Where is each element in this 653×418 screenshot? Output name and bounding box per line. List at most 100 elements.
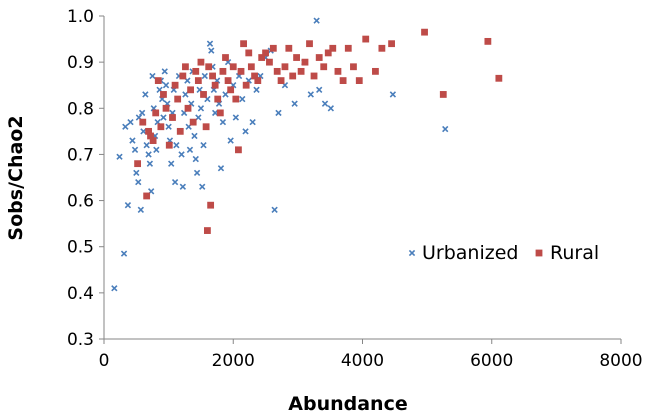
point-urbanized bbox=[192, 155, 199, 163]
point-urbanized bbox=[239, 95, 246, 103]
point-rural bbox=[189, 118, 197, 126]
x-stroke bbox=[197, 105, 205, 112]
point-rural bbox=[242, 81, 250, 89]
x-stroke bbox=[208, 47, 215, 54]
x-stroke bbox=[146, 160, 154, 167]
x-stroke bbox=[156, 86, 163, 93]
x-stroke bbox=[124, 202, 132, 209]
point-rural bbox=[254, 77, 262, 84]
x-stroke bbox=[127, 118, 134, 126]
point-rural bbox=[324, 49, 332, 57]
point-rural bbox=[227, 86, 235, 94]
point-urbanized bbox=[271, 206, 278, 213]
x-stroke bbox=[389, 91, 397, 98]
point-rural bbox=[229, 63, 237, 71]
x-stroke bbox=[217, 165, 225, 172]
point-urbanized bbox=[275, 109, 282, 117]
point-rural bbox=[251, 72, 258, 80]
x-stroke bbox=[162, 82, 170, 89]
x-stroke bbox=[249, 118, 256, 126]
point-urbanized bbox=[200, 142, 207, 149]
point-rural bbox=[154, 77, 162, 84]
x-stroke bbox=[178, 151, 185, 158]
point-urbanized bbox=[442, 125, 449, 133]
point-rural bbox=[216, 109, 224, 117]
point-urbanized bbox=[122, 123, 129, 130]
x-stroke bbox=[120, 250, 128, 257]
x-stroke bbox=[227, 137, 234, 144]
x-stroke bbox=[137, 206, 145, 213]
x-stroke bbox=[179, 183, 187, 190]
point-rural bbox=[310, 72, 318, 80]
point-urbanized bbox=[171, 178, 179, 186]
point-urbanized bbox=[178, 151, 185, 158]
point-rural bbox=[184, 104, 192, 112]
data-points bbox=[111, 17, 503, 292]
legend-marker-rural bbox=[535, 249, 543, 257]
point-urbanized bbox=[116, 153, 123, 160]
point-urbanized bbox=[149, 72, 156, 80]
point-urbanized bbox=[153, 146, 160, 153]
x-stroke bbox=[201, 72, 208, 80]
point-rural bbox=[139, 118, 147, 126]
x-stroke bbox=[196, 86, 203, 93]
x-tick-label: 0 bbox=[99, 351, 110, 371]
legend-label-rural: Rural bbox=[550, 242, 599, 264]
x-stroke bbox=[232, 114, 240, 121]
x-stroke bbox=[182, 91, 189, 98]
point-urbanized bbox=[197, 105, 205, 112]
x-stroke bbox=[154, 118, 161, 126]
point-urbanized bbox=[201, 72, 208, 80]
point-rural bbox=[293, 54, 300, 61]
point-rural bbox=[224, 77, 232, 84]
point-rural bbox=[388, 40, 395, 48]
point-rural bbox=[182, 63, 189, 71]
x-tick-label: 4000 bbox=[341, 351, 384, 371]
x-stroke bbox=[239, 95, 246, 103]
point-rural bbox=[219, 67, 227, 75]
point-rural bbox=[211, 81, 219, 89]
x-stroke bbox=[192, 155, 199, 163]
point-rural bbox=[315, 54, 323, 61]
point-urbanized bbox=[135, 178, 142, 186]
x-stroke bbox=[165, 123, 172, 130]
point-rural bbox=[134, 160, 142, 168]
y-axis-title: Sobs/Chao2 bbox=[5, 115, 27, 240]
legend-symbol-rural bbox=[535, 249, 543, 257]
point-rural bbox=[301, 58, 309, 66]
x-stroke bbox=[291, 100, 298, 107]
point-rural bbox=[344, 44, 352, 52]
x-stroke bbox=[142, 91, 149, 98]
point-urbanized bbox=[191, 132, 198, 140]
x-stroke bbox=[307, 91, 314, 98]
point-rural bbox=[194, 77, 202, 84]
point-urbanized bbox=[145, 151, 152, 158]
point-rural bbox=[147, 132, 154, 140]
x-stroke bbox=[275, 109, 282, 117]
point-rural bbox=[160, 91, 167, 98]
point-rural bbox=[187, 86, 194, 94]
x-stroke bbox=[442, 125, 449, 133]
point-rural bbox=[202, 123, 210, 131]
point-urbanized bbox=[127, 118, 134, 126]
point-rural bbox=[334, 67, 342, 75]
x-axis-ticks: 0 2000 4000 6000 8000 bbox=[99, 339, 643, 371]
x-stroke bbox=[116, 153, 123, 160]
point-rural bbox=[169, 114, 176, 121]
point-rural bbox=[421, 28, 428, 36]
legend-marker-urbanized bbox=[408, 249, 416, 257]
point-rural bbox=[209, 72, 216, 80]
point-rural bbox=[157, 123, 165, 131]
x-stroke bbox=[211, 109, 219, 117]
x-tick-label: 2000 bbox=[212, 351, 255, 371]
point-rural bbox=[245, 49, 253, 57]
point-rural bbox=[269, 44, 277, 52]
x-stroke bbox=[313, 17, 320, 24]
point-rural bbox=[240, 40, 247, 48]
x-stroke bbox=[193, 169, 201, 177]
x-stroke bbox=[153, 146, 160, 153]
x-stroke bbox=[222, 91, 229, 98]
point-urbanized bbox=[199, 183, 206, 190]
x-stroke bbox=[161, 68, 168, 75]
